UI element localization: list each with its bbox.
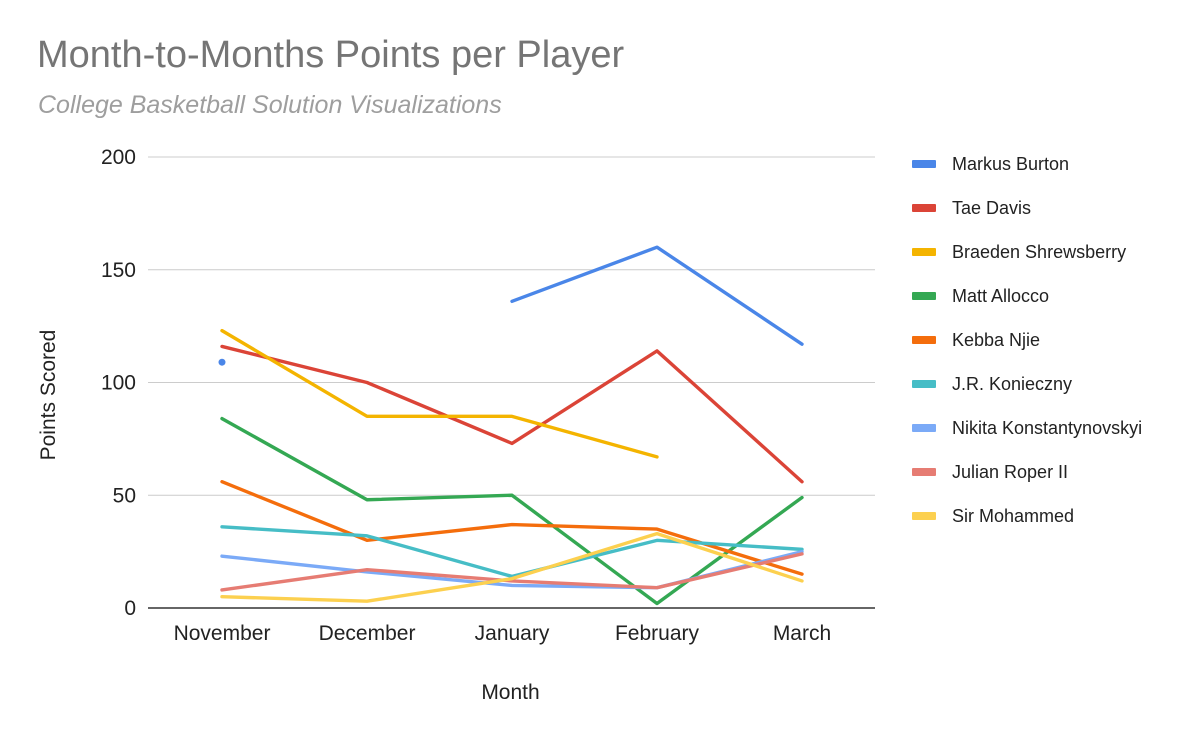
y-tick-label: 150 (101, 259, 136, 282)
chart-subtitle: College Basketball Solution Visualizatio… (38, 91, 502, 119)
y-tick-label: 50 (113, 484, 136, 507)
legend-item: Nikita Konstantynovskyi (912, 406, 1142, 450)
legend-swatch (912, 512, 936, 520)
legend-swatch (912, 424, 936, 432)
legend-label: Matt Allocco (952, 285, 1050, 306)
y-tick-labels: 0 50 100 150 200 (101, 146, 136, 620)
series-markus-burton (218, 245, 804, 366)
legend-label: Tae Davis (952, 197, 1032, 218)
legend-swatch (912, 248, 936, 256)
x-tick-label: January (475, 622, 550, 645)
series-julian-roper-ii (220, 552, 804, 592)
series-sir-mohammed (220, 531, 804, 603)
legend-item: Julian Roper II (912, 450, 1142, 494)
legend-item: Kebba Njie (912, 318, 1142, 362)
series-tae-davis (220, 344, 804, 484)
data-point (218, 358, 226, 366)
legend-swatch (912, 468, 936, 476)
legend-item: J.R. Konieczny (912, 362, 1142, 406)
legend-label: Julian Roper II (952, 461, 1069, 482)
y-tick-label: 100 (101, 372, 136, 395)
legend-item: Matt Allocco (912, 274, 1142, 318)
x-tick-label: February (615, 622, 700, 645)
legend-label: Kebba Njie (952, 329, 1041, 350)
series-j-r-konieczny (220, 525, 804, 579)
series-matt-allocco (220, 416, 804, 606)
x-tick-label: December (319, 622, 416, 645)
x-tick-label: March (773, 622, 831, 645)
legend-label: Markus Burton (952, 153, 1070, 174)
legend-label: Braeden Shrewsberry (952, 241, 1127, 262)
series-line (220, 328, 659, 459)
series-line (220, 416, 804, 606)
series-line (510, 245, 804, 346)
legend-swatch (912, 336, 936, 344)
legend-swatch (912, 160, 936, 168)
y-tick-label: 0 (124, 597, 136, 620)
y-tick-label: 200 (101, 146, 136, 169)
legend-label: Nikita Konstantynovskyi (952, 417, 1143, 438)
series-braeden-shrewsberry (220, 328, 659, 459)
series-lines (218, 245, 804, 606)
y-axis-title: Points Scored (37, 330, 60, 461)
legend-item: Tae Davis (912, 186, 1142, 230)
series-line (220, 531, 804, 603)
x-axis-title: Month (481, 681, 539, 704)
series-line (220, 344, 804, 484)
legend-item: Markus Burton (912, 142, 1142, 186)
legend-swatch (912, 204, 936, 212)
series-line (220, 552, 804, 592)
legend-swatch (912, 380, 936, 388)
series-line (220, 525, 804, 579)
chart-title: Month-to-Months Points per Player (37, 34, 625, 76)
x-tick-label: November (174, 622, 271, 645)
legend-item: Sir Mohammed (912, 494, 1142, 538)
legend-item: Braeden Shrewsberry (912, 230, 1142, 274)
legend-label: Sir Mohammed (952, 505, 1075, 526)
legend: Markus Burton Tae Davis Braeden Shrewsberr… (912, 142, 1142, 538)
legend-swatch (912, 292, 936, 300)
legend-label: J.R. Konieczny (952, 373, 1073, 394)
x-tick-labels: November December January February March (174, 622, 832, 645)
